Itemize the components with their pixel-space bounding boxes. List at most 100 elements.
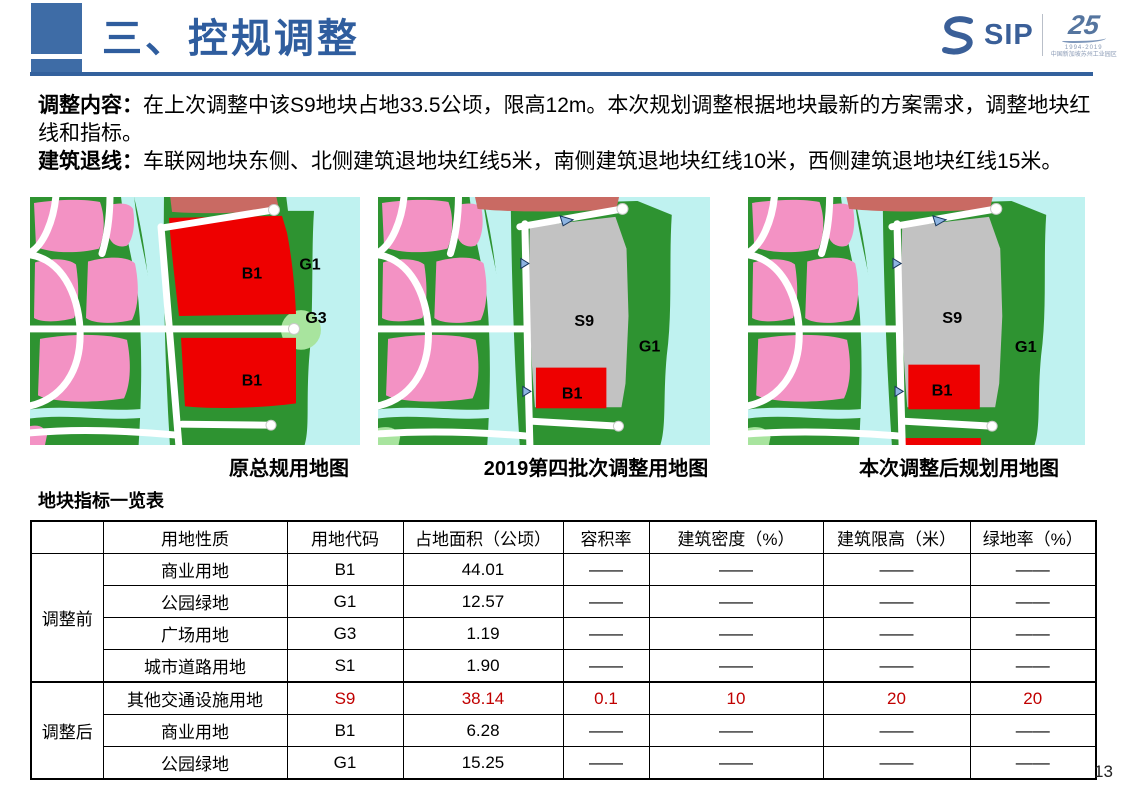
cell-height: —— — [822, 553, 971, 586]
cell-land-use: 商业用地 — [102, 714, 288, 747]
sip-logo: SIP 25 1994-2019 中国新加坡苏州工业园区 — [938, 10, 1117, 58]
cell-code: B1 — [286, 714, 404, 747]
cell-far: —— — [562, 585, 650, 618]
header-cell-density: 建筑密度（%） — [648, 520, 824, 554]
parcel-s9 — [901, 216, 1003, 408]
cell-area: 6.28 — [402, 714, 564, 747]
sip-swoosh-icon — [942, 16, 973, 55]
label-g1: G1 — [299, 256, 320, 273]
cell-green: —— — [969, 746, 1097, 780]
anniversary-org: 中国新加坡苏州工业园区 — [1050, 52, 1117, 58]
cell-green: —— — [969, 585, 1097, 618]
cell-far: —— — [562, 617, 650, 650]
map-original-plan: B1 G1 G3 B1 — [30, 197, 360, 445]
intro-text: 调整内容：在上次调整中该S9地块占地33.5公顷，限高12m。本次规划调整根据地… — [38, 92, 1100, 176]
table-header-row: 用地性质 用地代码 占地面积（公顷） 容积率 建筑密度（%） 建筑限高（米） 绿… — [30, 520, 1097, 554]
label-s9: S9 — [574, 313, 594, 330]
cell-density: —— — [648, 585, 824, 618]
map-caption-original: 原总规用地图 — [229, 458, 349, 480]
parcel-top-red — [170, 197, 279, 214]
cell-area: 38.14 — [402, 681, 564, 715]
cell-density: —— — [648, 714, 824, 747]
cell-density: —— — [648, 617, 824, 650]
table-row: 城市道路用地 S1 1.90 —— —— —— —— — [31, 649, 1097, 683]
roads — [748, 197, 1003, 445]
parcel-b1-top — [169, 215, 296, 317]
cell-density: —— — [648, 553, 824, 586]
parcel-b1-bottom — [181, 337, 296, 408]
cell-code: G1 — [286, 585, 404, 618]
anniversary-logo: 25 1994-2019 中国新加坡苏州工业园区 — [1050, 10, 1117, 58]
intro-paragraph-setback: 建筑退线：车联网地块东侧、北侧建筑退地块红线5米，南侧建筑退地块红线10米，西侧… — [38, 148, 1100, 176]
cell-far: 0.1 — [562, 681, 650, 715]
cell-height: —— — [822, 746, 971, 780]
cell-far: —— — [562, 553, 650, 586]
map-current-adjusted-plan: S9 G1 B1 — [748, 197, 1085, 445]
coastal-strip — [163, 197, 321, 445]
header-cell-land-use: 用地性质 — [102, 520, 288, 554]
label-b1-top: B1 — [242, 265, 263, 282]
cell-land-use: 商业用地 — [102, 553, 288, 586]
header-cell-code: 用地代码 — [286, 520, 404, 554]
cell-area: 15.25 — [402, 746, 564, 780]
intro-body-setback: 车联网地块东侧、北侧建筑退地块红线5米，南侧建筑退地块红线10米，西侧建筑退地块… — [143, 150, 1063, 173]
map-2019-adjustment: S9 G1 B1 — [378, 197, 710, 445]
group-label-after: 调整后 — [30, 681, 104, 780]
label-b1: B1 — [562, 385, 583, 402]
cell-far: —— — [562, 714, 650, 747]
header-rule — [30, 72, 1093, 76]
intro-paragraph-content: 调整内容：在上次调整中该S9地块占地33.5公顷，限高12m。本次规划调整根据地… — [38, 92, 1100, 148]
label-g1: G1 — [639, 339, 661, 356]
anniversary-years: 1994-2019 — [1064, 45, 1103, 51]
cell-height: —— — [822, 649, 971, 683]
map-caption-current: 本次调整后规划用地图 — [859, 458, 1059, 480]
flow-arrows — [520, 215, 575, 398]
table-row: 调整前 商业用地 B1 44.01 —— —— —— —— — [30, 553, 1097, 683]
anniversary-number: 25 — [1066, 10, 1101, 40]
table-row-s9: 调整后 其他交通设施用地 S9 38.14 0.1 10 20 20 — [30, 681, 1097, 780]
cell-land-use: 城市道路用地 — [102, 649, 288, 683]
table-row: 广场用地 G3 1.19 —— —— —— —— — [31, 617, 1097, 650]
flow-arrows — [892, 215, 948, 398]
label-s9: S9 — [942, 309, 962, 327]
cell-far: —— — [562, 746, 650, 780]
cell-height: —— — [822, 617, 971, 650]
intro-body-content: 在上次调整中该S9地块占地33.5公顷，限高12m。本次规划调整根据地块最新的方… — [38, 94, 1091, 145]
coastal-strip — [475, 197, 672, 445]
cell-area: 1.90 — [402, 649, 564, 683]
left-landmass — [748, 197, 875, 445]
title-decor-square — [31, 3, 82, 54]
cell-area: 12.57 — [402, 585, 564, 618]
parcel-red-bottom — [903, 438, 981, 445]
page-number: 13 — [1094, 762, 1113, 781]
coastal-strip — [846, 197, 1047, 445]
parcel-s9 — [529, 216, 629, 408]
label-b1-bottom: B1 — [242, 373, 263, 390]
cell-density: —— — [648, 746, 824, 780]
left-landmass — [378, 197, 503, 445]
table-row: 公园绿地 G1 12.57 —— —— —— —— — [31, 585, 1097, 618]
cell-code: G1 — [286, 746, 404, 780]
header-cell-group — [30, 520, 104, 554]
parcel-b1 — [908, 364, 980, 410]
cell-density: 10 — [648, 681, 824, 715]
cell-land-use: 其他交通设施用地 — [102, 681, 288, 715]
page-title: 三、控规调整 — [102, 17, 360, 61]
cell-green: —— — [969, 714, 1097, 747]
header-cell-green: 绿地率（%） — [969, 520, 1097, 554]
parcel-b1 — [535, 367, 607, 409]
roads — [30, 197, 300, 445]
intro-label-setback: 建筑退线： — [38, 150, 143, 173]
cell-green: 20 — [969, 681, 1097, 715]
left-landmass — [30, 197, 155, 445]
title-decor-bar — [31, 59, 82, 72]
cell-area: 1.19 — [402, 617, 564, 650]
indicator-table: 用地性质 用地代码 占地面积（公顷） 容积率 建筑密度（%） 建筑限高（米） 绿… — [30, 520, 1097, 780]
table-row: 公园绿地 G1 15.25 —— —— —— —— — [31, 746, 1097, 780]
group-label-before: 调整前 — [30, 553, 104, 683]
cell-land-use: 公园绿地 — [102, 585, 288, 618]
label-g1: G1 — [1015, 338, 1037, 356]
header-cell-area: 占地面积（公顷） — [402, 520, 564, 554]
cell-code: G3 — [286, 617, 404, 650]
